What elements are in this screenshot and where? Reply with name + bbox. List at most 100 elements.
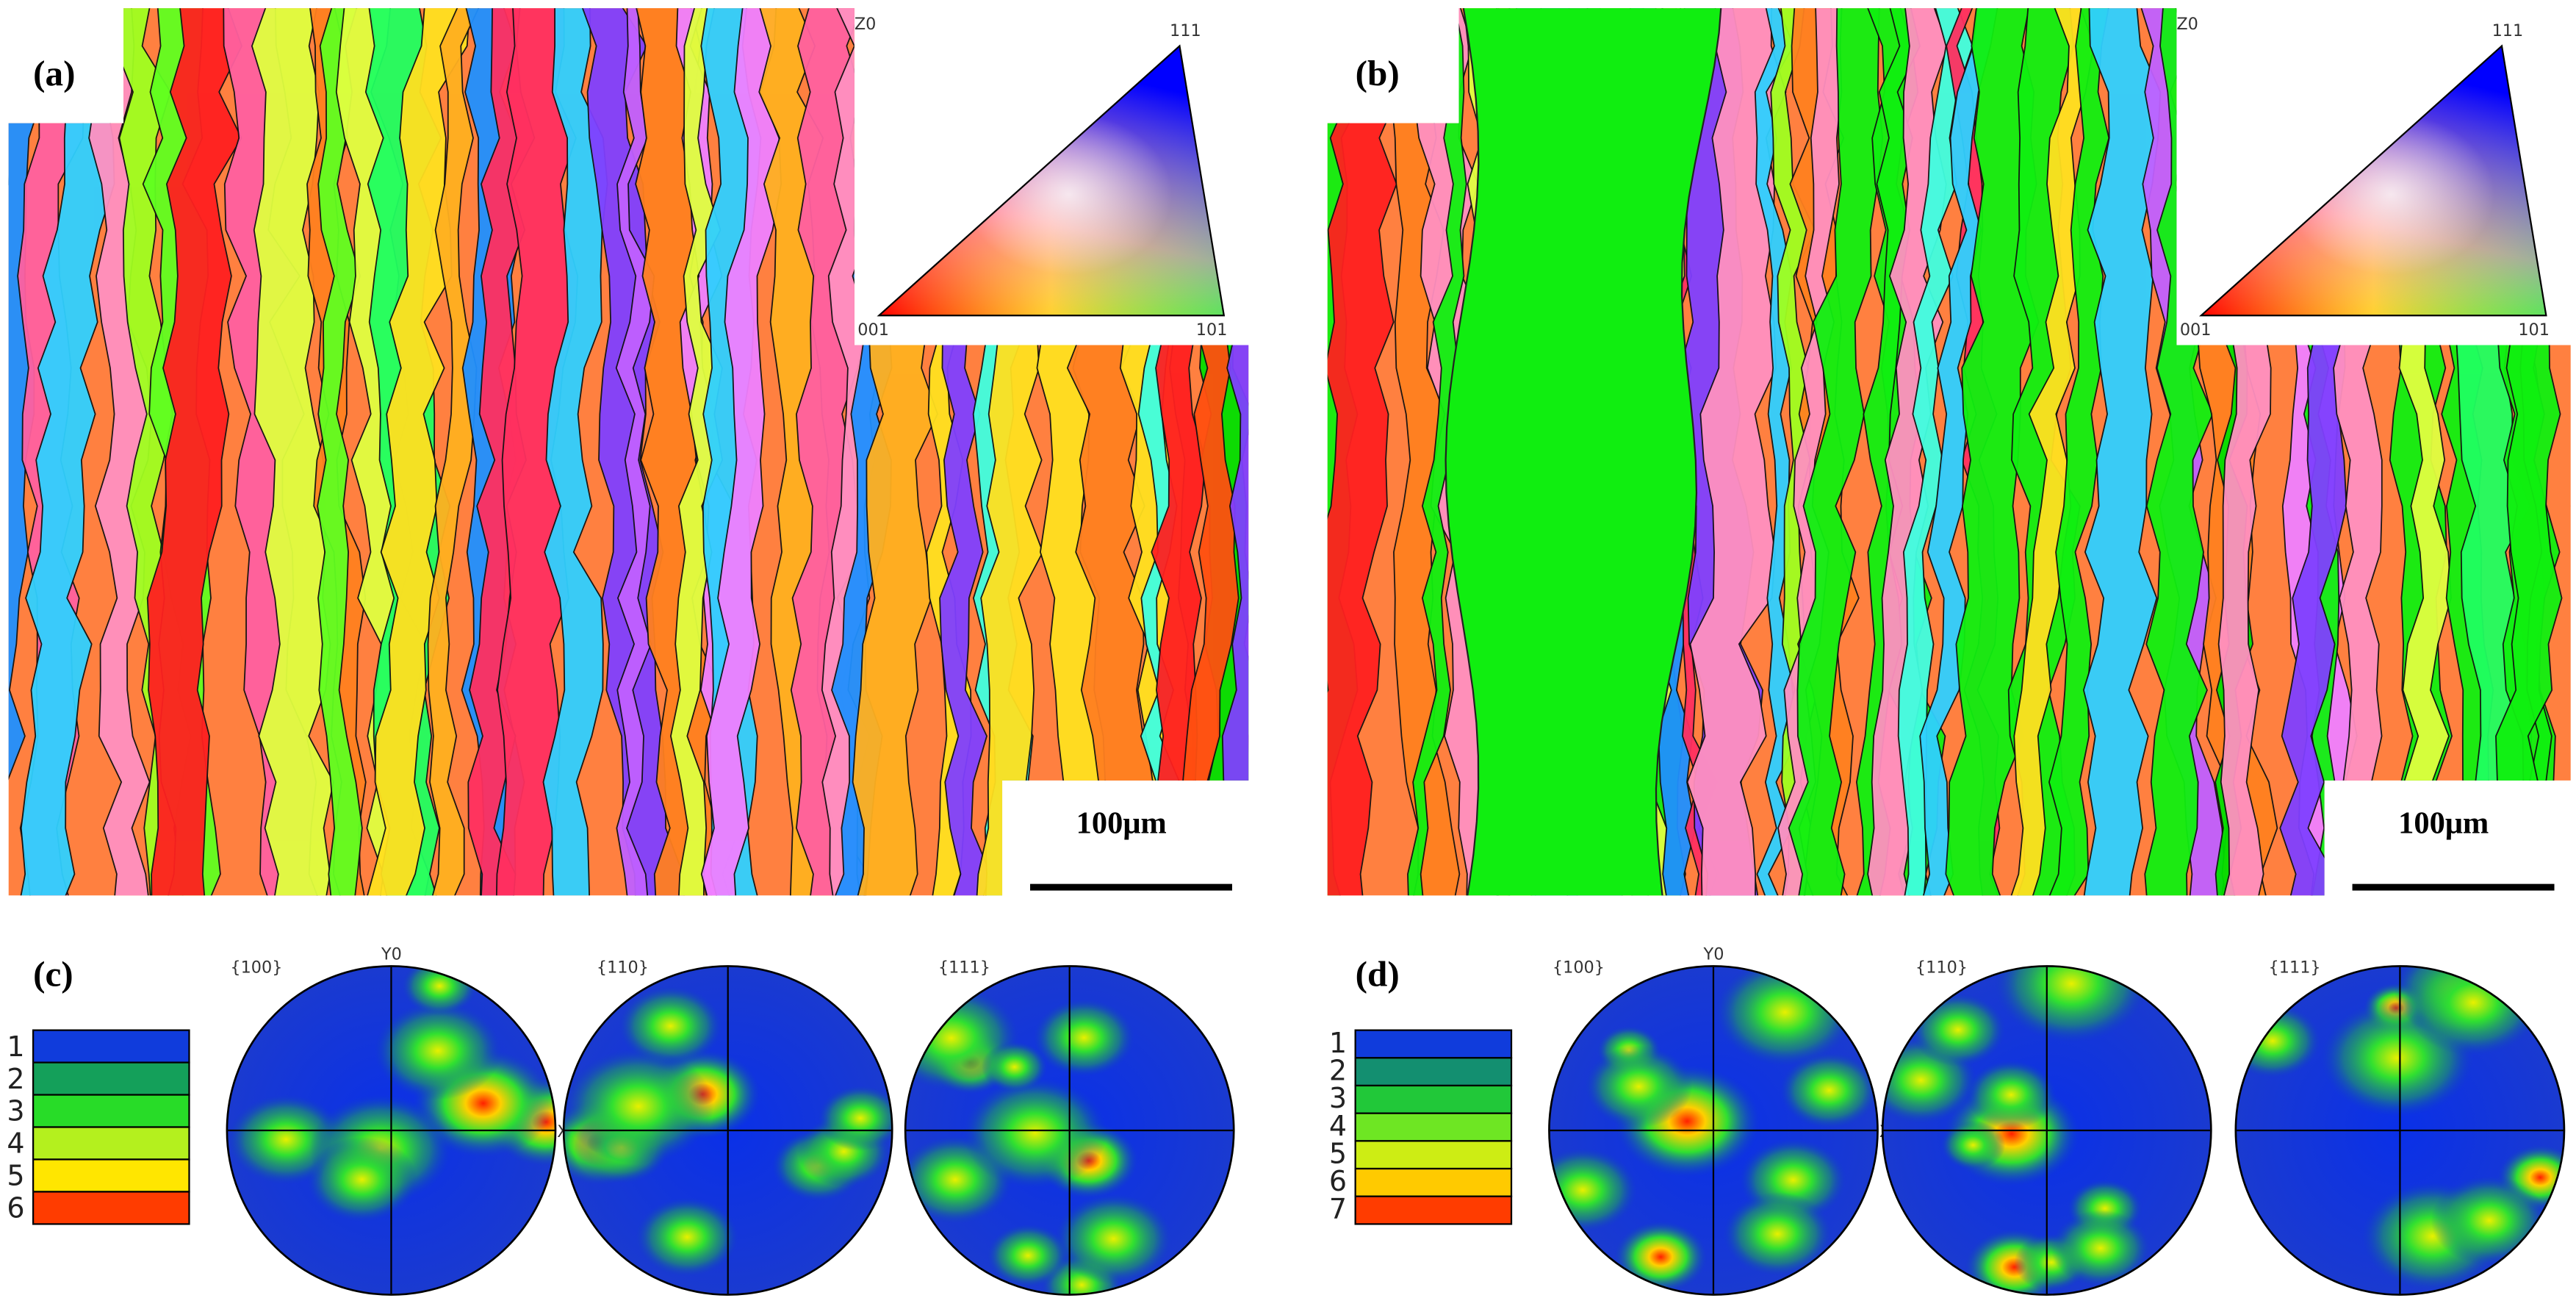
density-blob: [963, 1077, 1107, 1188]
pole-figure-title: {100}: [230, 958, 282, 977]
legend-level: [1354, 1167, 1513, 1197]
ipf-corner: 001: [2180, 320, 2212, 340]
ipf-white: [877, 44, 1226, 317]
density-blob: [1585, 1045, 1693, 1128]
density-blob: [1613, 1221, 1708, 1294]
legend-level: [32, 1158, 190, 1193]
density-blob: [1910, 993, 2006, 1066]
density-blob: [636, 1197, 739, 1277]
legend-level: [32, 1126, 190, 1161]
pole-figure-title: {110}: [1915, 958, 1968, 977]
density-blob: [401, 966, 478, 1016]
legend-level: [1354, 1057, 1513, 1087]
density-blob: [987, 1224, 1069, 1288]
density-blob: [374, 1001, 502, 1100]
legend-label: 3: [1329, 1082, 1347, 1114]
density-blob: [2051, 1210, 2151, 1287]
y-axis-label: Y0: [381, 944, 402, 964]
density-blob: [2431, 1175, 2548, 1266]
grain: [146, 8, 242, 896]
legend-label: 1: [1329, 1027, 1347, 1059]
panel-label: (a): [33, 53, 75, 93]
ipf-corner: 111: [1170, 21, 1201, 40]
ebsd-map: [1327, 8, 2571, 896]
legend-label: 3: [7, 1095, 24, 1127]
legend-label: 6: [1329, 1165, 1347, 1197]
pole-figure: {100}Y0X0: [226, 944, 579, 1296]
legend-label: 5: [7, 1160, 24, 1192]
grain: [1686, 8, 1787, 896]
y-axis-label: Y0: [1703, 944, 1724, 964]
density-blob: [1715, 966, 1855, 1066]
legend-label: 2: [7, 1063, 24, 1095]
density-blob: [1033, 998, 1135, 1077]
legend-label: 1: [7, 1030, 24, 1063]
pole-figure-density: [905, 966, 1234, 1295]
pole-figure-title: {111}: [938, 958, 990, 977]
legend-level: [1354, 1195, 1513, 1225]
density-blob: [619, 986, 723, 1066]
density-blob: [306, 1136, 417, 1222]
legend-level: [32, 1191, 190, 1225]
density-blob: [564, 1048, 714, 1165]
grain: [1407, 8, 1467, 896]
density-blob: [981, 1041, 1048, 1093]
grain: [700, 8, 782, 896]
pole-figure-density: [1549, 966, 1878, 1295]
legend-label: 7: [1329, 1193, 1347, 1225]
legend-label: 4: [1329, 1110, 1347, 1142]
ipf-normal: Z0: [2176, 15, 2198, 34]
legend-label: 4: [7, 1127, 24, 1160]
legend-level: [32, 1061, 190, 1096]
density-blob: [1780, 1052, 1878, 1129]
grain: [15, 8, 115, 896]
panel-label: (d): [1356, 953, 1400, 994]
scale-bar-label: 100μm: [2398, 806, 2489, 840]
pole-figure-outline: [562, 965, 893, 1296]
ipf-white: [2198, 44, 2547, 317]
pole-figure-outline: [1548, 965, 1879, 1296]
density-blob: [1940, 1120, 2006, 1170]
grain: [1327, 8, 1410, 896]
grain: [425, 8, 483, 896]
ipf-corner: 101: [2518, 320, 2550, 340]
density-blob: [1994, 966, 2148, 1043]
panel-label: (c): [33, 953, 73, 994]
legend-level: [1354, 1112, 1513, 1142]
pole-figure: {110}: [1881, 958, 2212, 1296]
grain: [1788, 8, 1884, 896]
density-blob: [1723, 1191, 1832, 1276]
pole-figure-outline: [2234, 965, 2566, 1296]
pole-figure: {111}: [904, 958, 1235, 1296]
grain: [542, 8, 608, 896]
large-grain: [1444, 8, 1723, 896]
legend-level: [1354, 1140, 1513, 1170]
pole-figure-title: {111}: [2269, 958, 2321, 977]
ipf-corner: 111: [2492, 21, 2524, 40]
pole-figure-density: [1882, 966, 2212, 1295]
pole-figure-title: {100}: [1553, 958, 1605, 977]
density-blob: [818, 1085, 893, 1152]
legend-label: 5: [1329, 1138, 1347, 1170]
legend-level: [1354, 1084, 1513, 1114]
legend-label: 6: [7, 1192, 24, 1225]
ipf-corner: 101: [1196, 320, 1228, 340]
legend-level: [1354, 1029, 1513, 1059]
legend-label: 2: [1329, 1054, 1347, 1086]
density-blob: [1054, 1193, 1173, 1285]
density-blob: [1549, 1147, 1638, 1233]
panel-label: (b): [1356, 53, 1400, 93]
ipf-key: Z0 111 001 101: [855, 15, 1228, 340]
legend-level: [32, 1029, 190, 1064]
pole-figure: {110}: [562, 958, 893, 1296]
scale-bar-label: 100μm: [1076, 806, 1167, 840]
density-blob: [2404, 966, 2543, 1056]
legend-level: [32, 1094, 190, 1128]
pole-figure: {100}Y0X0: [1548, 944, 1901, 1296]
ipf-corner: 001: [857, 320, 889, 340]
ipf-normal: Z0: [855, 15, 877, 34]
